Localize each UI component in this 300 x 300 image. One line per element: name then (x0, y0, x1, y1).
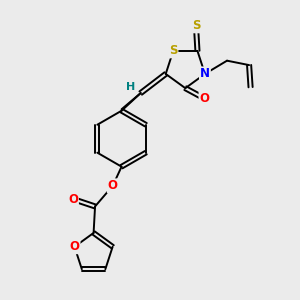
Text: O: O (108, 179, 118, 192)
Text: H: H (126, 82, 135, 92)
Text: O: O (68, 193, 78, 206)
Text: S: S (192, 20, 200, 32)
Text: O: O (70, 240, 80, 253)
Text: N: N (200, 68, 210, 80)
Text: O: O (200, 92, 209, 105)
Text: S: S (169, 44, 178, 57)
